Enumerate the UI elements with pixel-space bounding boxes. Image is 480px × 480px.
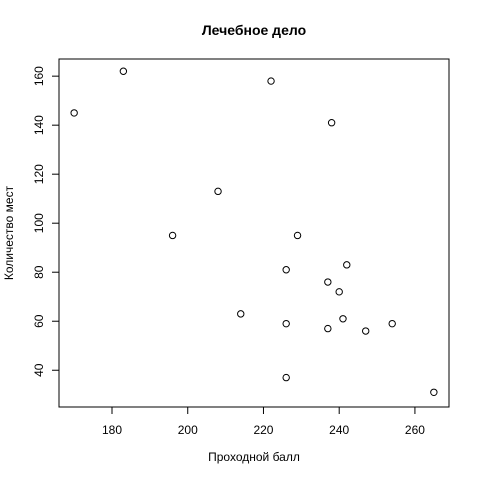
y-tick-label: 160 [32, 66, 46, 86]
data-point [283, 320, 289, 326]
x-axis: 180 200 220 240 260 [102, 407, 425, 437]
data-point [268, 78, 274, 84]
data-point [431, 389, 437, 395]
data-point [283, 267, 289, 273]
plot-frame [59, 59, 449, 407]
data-point [325, 325, 331, 331]
data-point [336, 289, 342, 295]
data-point [120, 68, 126, 74]
data-point [283, 374, 289, 380]
y-tick-label: 140 [32, 115, 46, 135]
x-tick-label: 240 [329, 423, 349, 437]
data-point [389, 320, 395, 326]
y-tick-label: 120 [32, 164, 46, 184]
data-point [344, 262, 350, 268]
data-point [71, 110, 77, 116]
y-tick-label: 60 [32, 314, 46, 328]
y-tick-label: 80 [32, 265, 46, 279]
data-point [215, 188, 221, 194]
chart-title: Лечебное дело [202, 22, 306, 38]
data-point [238, 311, 244, 317]
y-tick-label: 100 [32, 213, 46, 233]
x-tick-label: 200 [178, 423, 198, 437]
x-tick-label: 220 [253, 423, 273, 437]
data-point [169, 232, 175, 238]
data-points [71, 68, 437, 395]
y-axis: 40 60 80 100 120 140 160 [32, 66, 59, 377]
data-point [294, 232, 300, 238]
y-tick-label: 40 [32, 363, 46, 377]
data-point [340, 316, 346, 322]
x-tick-label: 260 [405, 423, 425, 437]
y-axis-label: Количество мест [2, 185, 16, 280]
x-tick-label: 180 [102, 423, 122, 437]
x-axis-label: Проходной балл [208, 450, 300, 464]
data-point [362, 328, 368, 334]
data-point [328, 120, 334, 126]
data-point [325, 279, 331, 285]
